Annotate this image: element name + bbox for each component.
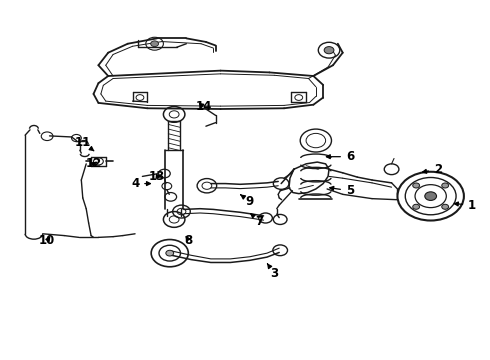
Circle shape: [166, 250, 173, 256]
Text: 14: 14: [196, 100, 212, 113]
Circle shape: [442, 183, 449, 188]
Text: 4: 4: [131, 177, 150, 190]
Text: 8: 8: [185, 234, 193, 247]
Text: 7: 7: [250, 213, 264, 228]
Text: 6: 6: [326, 150, 354, 163]
Text: 1: 1: [454, 199, 476, 212]
Circle shape: [151, 41, 159, 46]
Text: 11: 11: [74, 136, 94, 151]
Circle shape: [413, 204, 419, 209]
Text: 10: 10: [39, 234, 55, 247]
Circle shape: [442, 204, 449, 209]
Text: 5: 5: [330, 184, 354, 197]
Text: 12: 12: [85, 157, 101, 170]
Circle shape: [425, 192, 437, 201]
Text: 2: 2: [422, 163, 442, 176]
Circle shape: [324, 46, 334, 54]
Text: 3: 3: [268, 264, 278, 280]
Circle shape: [413, 183, 419, 188]
Text: 13: 13: [149, 170, 165, 183]
Text: 9: 9: [241, 195, 254, 208]
